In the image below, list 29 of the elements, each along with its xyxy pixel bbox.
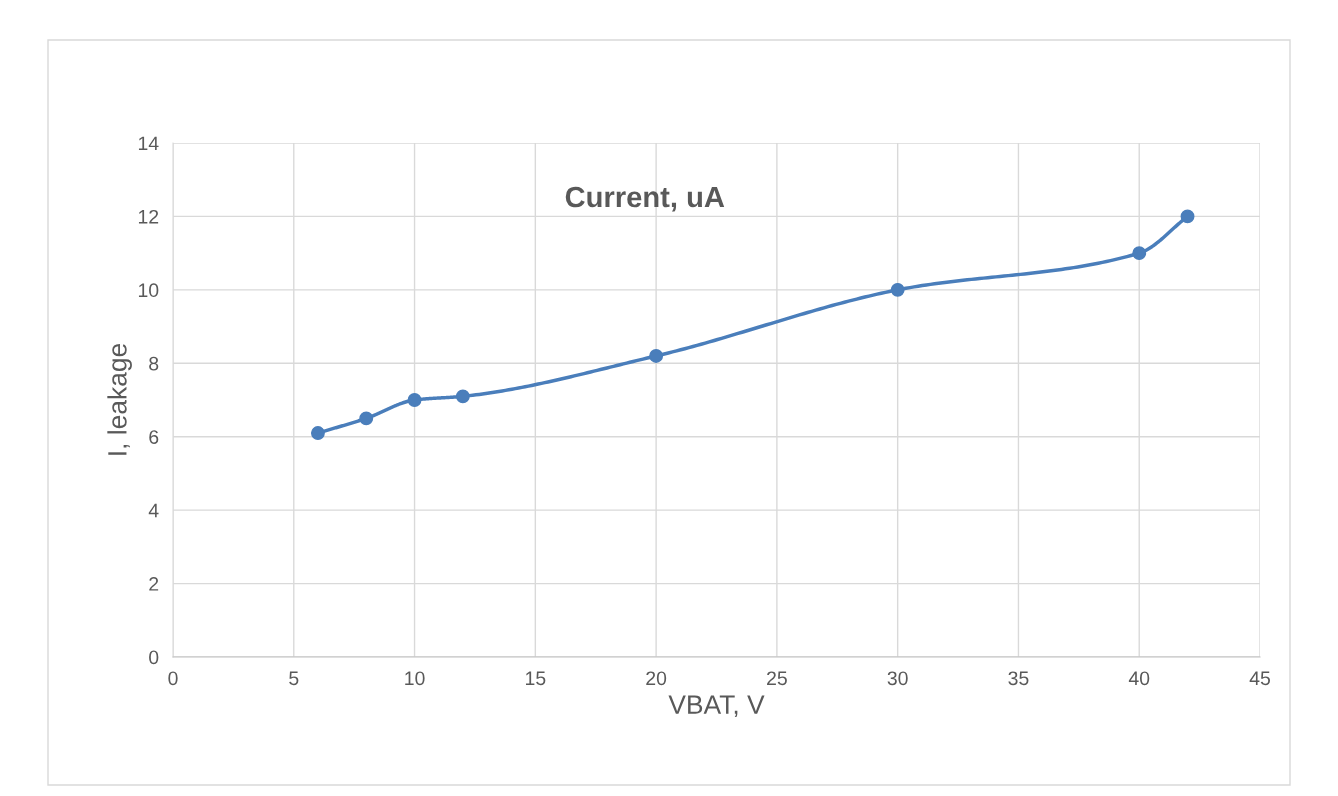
x-tick-label: 40	[1128, 671, 1150, 686]
point	[890, 282, 905, 297]
y-tick-label: 2	[149, 577, 159, 591]
x-tick-label: 30	[887, 671, 908, 686]
x-tick-label: 10	[405, 671, 425, 686]
point	[649, 348, 664, 363]
y-axis-title: I, leakage	[107, 343, 132, 455]
x-tick-label: 15	[526, 671, 546, 686]
x-tick-label: 25	[767, 671, 787, 686]
x-tick-label: 20	[646, 671, 667, 686]
x-tick-label: 35	[1008, 671, 1029, 686]
y-tick-label: 4	[148, 503, 159, 518]
point	[1180, 209, 1195, 224]
x-tick-label: 45	[1249, 671, 1270, 686]
x-axis-title: VBAT, V	[668, 695, 765, 718]
point	[310, 426, 325, 440]
text: Current, uA	[565, 186, 725, 212]
x-tick-label: 0	[168, 671, 178, 686]
y-tick-label: 6	[149, 430, 159, 444]
point	[407, 393, 422, 407]
x-tick-label: 5	[289, 671, 299, 686]
y-tick-label: 14	[138, 136, 159, 151]
point	[359, 411, 374, 426]
point	[455, 389, 470, 404]
y-tick-label: 12	[138, 209, 159, 224]
y-tick-label: 0	[149, 650, 159, 665]
point	[1132, 246, 1147, 261]
y-tick-label: 8	[149, 356, 159, 371]
y-tick-label: 10	[138, 283, 159, 298]
